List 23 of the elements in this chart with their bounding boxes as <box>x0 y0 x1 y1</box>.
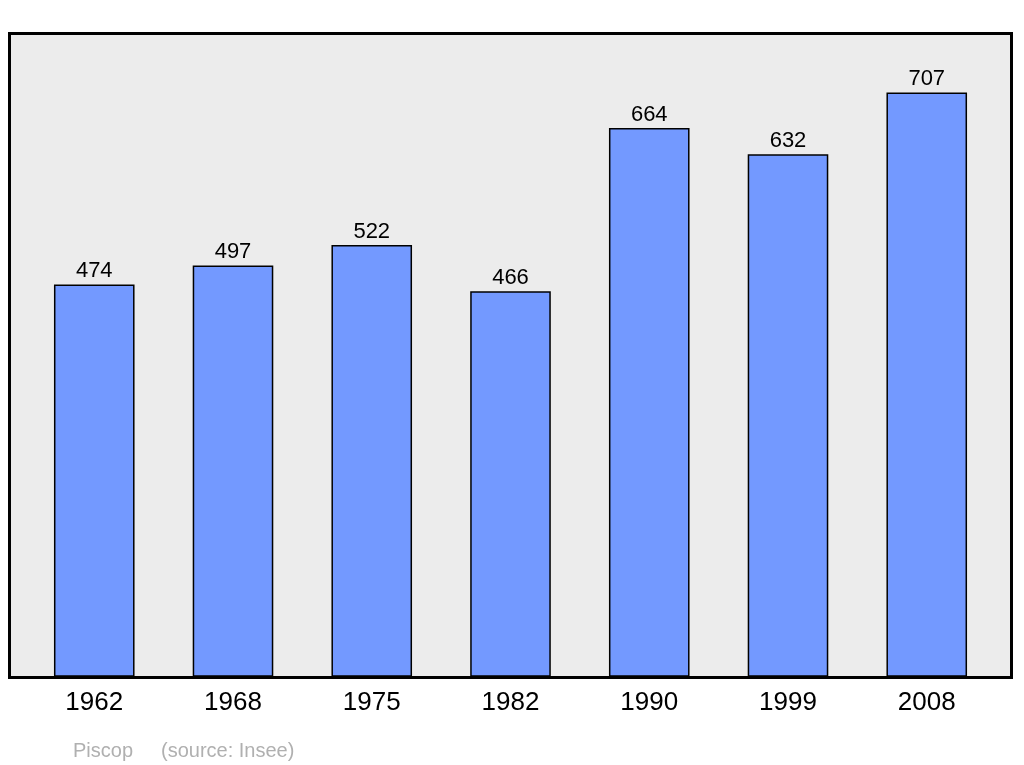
data-label: 632 <box>769 127 807 153</box>
text: (source: Insee) <box>161 739 295 761</box>
bar <box>608 127 690 676</box>
x-tick-label: 1968 <box>204 685 262 716</box>
x-tick-label: 1982 <box>481 685 540 716</box>
bar <box>331 245 413 676</box>
bar <box>53 284 135 676</box>
data-label: 466 <box>492 263 529 289</box>
x-tick-label: 2008 <box>897 685 956 716</box>
bar <box>747 154 829 676</box>
data-label: 497 <box>214 238 252 264</box>
x-tick-label: 1975 <box>342 685 401 716</box>
data-label: 664 <box>630 100 668 126</box>
x-tick-label: 1999 <box>759 685 817 716</box>
bar <box>192 265 274 676</box>
x-tick-label: 1990 <box>620 685 679 716</box>
bar <box>886 92 968 676</box>
bar <box>470 291 551 676</box>
data-label: 474 <box>75 257 113 283</box>
text: Piscop <box>73 739 134 761</box>
data-label: 522 <box>353 217 391 243</box>
x-tick-label: 1962 <box>65 685 124 716</box>
data-label: 707 <box>908 65 946 91</box>
